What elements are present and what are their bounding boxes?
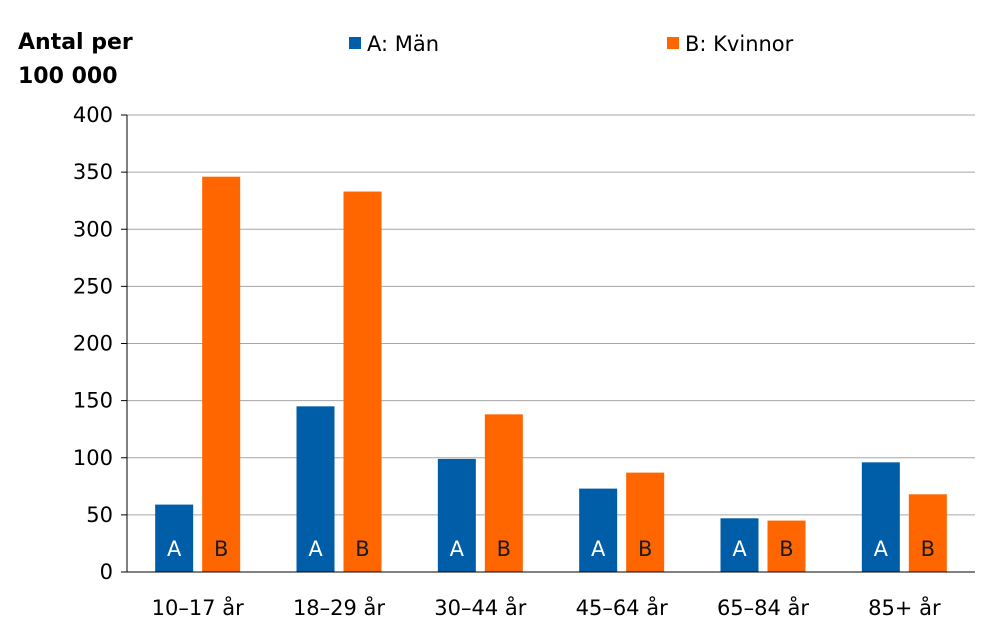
y-tick-label: 300 bbox=[73, 217, 113, 241]
x-tick-label: 45–64 år bbox=[576, 595, 668, 620]
bar-a bbox=[296, 406, 335, 572]
bar-series-letter: B bbox=[497, 537, 511, 561]
bar-a bbox=[437, 458, 476, 572]
legend-label: A: Män bbox=[367, 32, 439, 56]
bar-b bbox=[767, 520, 806, 572]
bar-b bbox=[343, 191, 382, 573]
bar-series-letter: A bbox=[450, 537, 465, 561]
y-tick-label: 200 bbox=[73, 332, 113, 356]
bar-series-letter: A bbox=[732, 537, 747, 561]
y-tick-label: 350 bbox=[73, 160, 113, 184]
y-axis-title: Antal per 100 000 bbox=[18, 26, 133, 94]
x-axis-ticks: 10–17 år 18–29 år 30–44 år 45–64 år 65–84 år… bbox=[152, 595, 941, 620]
bar-series-letter: B bbox=[779, 537, 793, 561]
x-tick-label: 65–84 år bbox=[717, 595, 809, 620]
x-tick-label: 30–44 år bbox=[434, 595, 526, 620]
y-tick-label: 250 bbox=[73, 274, 113, 298]
x-tick-label: 10–17 år bbox=[152, 595, 244, 620]
bar-series-letter: A bbox=[308, 537, 323, 561]
bar-b bbox=[626, 472, 665, 572]
legend-swatch bbox=[349, 37, 361, 49]
x-tick-label: 85+ år bbox=[868, 595, 941, 620]
bar-series-letter: B bbox=[355, 537, 369, 561]
y-tick-label: 0 bbox=[100, 560, 113, 584]
bar-series-letter: A bbox=[874, 537, 889, 561]
legend-swatch bbox=[667, 37, 679, 49]
bar-a bbox=[579, 488, 618, 572]
bar-b bbox=[202, 176, 241, 572]
bar-series-letter: B bbox=[921, 537, 935, 561]
y-tick-label: 400 bbox=[73, 103, 113, 127]
bar-b bbox=[484, 414, 523, 572]
y-axis-title-line2: 100 000 bbox=[18, 64, 118, 89]
bar-series-letter: B bbox=[214, 537, 228, 561]
legend: A: Män B: Kvinnor bbox=[349, 32, 794, 56]
gridlines bbox=[127, 114, 975, 516]
bar-a bbox=[155, 504, 194, 572]
y-tick-label: 100 bbox=[73, 446, 113, 470]
bar-series-letter: B bbox=[638, 537, 652, 561]
y-axis-ticks: 0 50 100 150 200 250 300 350 400 bbox=[73, 103, 127, 584]
bar-series-letter: A bbox=[167, 537, 182, 561]
x-tick-label: 18–29 år bbox=[293, 595, 385, 620]
bar-series-letter: A bbox=[591, 537, 606, 561]
bar-b bbox=[908, 494, 947, 572]
y-tick-label: 150 bbox=[73, 389, 113, 413]
y-axis-title-line1: Antal per bbox=[18, 30, 133, 55]
bar-a bbox=[861, 462, 900, 572]
legend-label: B: Kvinnor bbox=[685, 32, 794, 56]
bar-a bbox=[720, 518, 759, 572]
y-tick-label: 50 bbox=[86, 503, 113, 527]
